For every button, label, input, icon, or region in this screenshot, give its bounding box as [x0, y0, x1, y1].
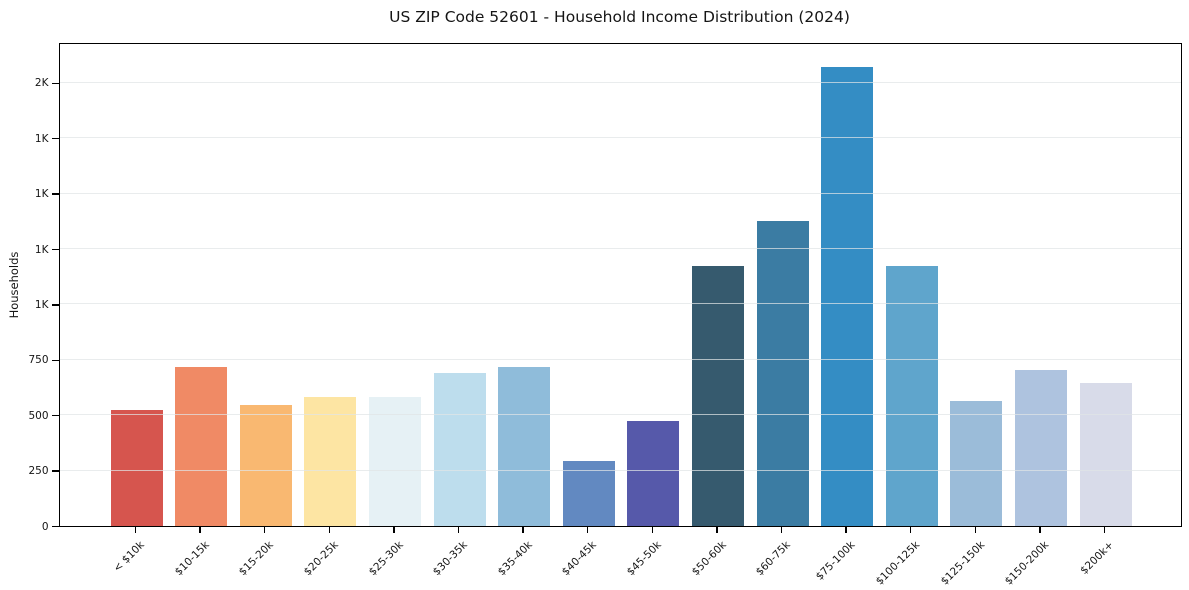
x-tick-mark: [780, 526, 783, 533]
gridlines-layer: [59, 44, 1181, 526]
y-tick-mark: [52, 359, 59, 361]
x-tick-mark: [393, 526, 395, 533]
x-tick-mark: [264, 526, 266, 533]
gridline: [59, 469, 1181, 471]
y-tick-mark: [52, 138, 59, 140]
bar: [950, 400, 1003, 526]
x-tick-mark: [328, 526, 330, 533]
bar: [433, 373, 486, 526]
bars-layer: [60, 44, 1181, 526]
y-tick-label: 1K: [34, 298, 49, 311]
y-tick-mark: [52, 470, 59, 472]
y-tick-label: 0: [41, 520, 49, 533]
x-tick-label: $60-75k: [753, 538, 793, 578]
plot-area: [58, 43, 1182, 527]
y-tick-label: 1K: [34, 132, 49, 145]
x-tick-mark: [910, 526, 912, 533]
x-tick-label: < $10k: [111, 538, 147, 575]
y-tick-label: 1K: [34, 188, 49, 201]
bar: [756, 220, 809, 526]
x-tick-label: $20-25k: [301, 538, 341, 578]
bar: [239, 404, 292, 526]
y-tick-mark: [52, 193, 59, 195]
y-tick-mark: [52, 304, 59, 306]
x-tick-mark: [716, 526, 718, 533]
gridline: [59, 137, 1181, 139]
y-tick-mark: [52, 248, 59, 251]
y-tick-label: 750: [28, 354, 49, 367]
x-tick-mark: [651, 526, 653, 533]
y-tick-label: 250: [28, 465, 49, 478]
x-tick-label: $35-40k: [495, 538, 535, 578]
x-tick-mark: [1103, 526, 1106, 533]
chart-title: US ZIP Code 52601 - Household Income Dis…: [389, 8, 850, 26]
x-tick-label: $150-200k: [1002, 538, 1052, 588]
bar: [110, 409, 163, 526]
x-tick-mark: [522, 526, 524, 533]
bar: [821, 67, 874, 526]
x-tick-mark: [587, 526, 589, 533]
gridline: [59, 192, 1181, 194]
x-tick-label: $40-45k: [560, 538, 600, 578]
gridline: [59, 303, 1181, 305]
x-tick-mark: [457, 526, 460, 533]
x-tick-mark: [845, 526, 847, 533]
bar: [627, 421, 680, 526]
x-tick-label: $200k+: [1078, 538, 1116, 577]
bar: [691, 266, 744, 526]
bar: [304, 396, 357, 526]
y-tick-label: 2K: [34, 77, 49, 90]
x-tick-label: $75-100k: [813, 538, 858, 583]
bar: [175, 367, 228, 526]
gridline: [59, 414, 1181, 416]
bar: [498, 367, 551, 526]
bar: [562, 461, 615, 526]
x-tick-mark: [199, 526, 201, 533]
x-tick-label: $25-30k: [366, 538, 406, 578]
bar: [1079, 382, 1132, 526]
x-tick-label: $50-60k: [689, 538, 729, 578]
y-tick-mark: [52, 82, 59, 84]
y-tick-label: 1K: [34, 243, 49, 256]
x-tick-mark: [1039, 526, 1041, 533]
x-tick-label: $45-50k: [624, 538, 664, 578]
gridline: [59, 358, 1181, 360]
x-tick-label: $10-15k: [172, 538, 212, 578]
bar: [1014, 369, 1067, 526]
x-tick-label: $100-125k: [873, 538, 923, 588]
x-tick-mark: [974, 526, 976, 533]
y-tick-label: 500: [28, 409, 49, 422]
bar: [368, 397, 421, 526]
x-tick-label: $125-150k: [938, 538, 987, 588]
bar: [885, 265, 938, 526]
x-tick-label: $30-35k: [430, 538, 470, 578]
y-tick-mark: [52, 525, 59, 528]
y-tick-mark: [52, 415, 59, 417]
gridline: [59, 248, 1181, 250]
x-tick-mark: [134, 526, 137, 533]
x-tick-label: $15-20k: [237, 538, 277, 578]
gridline: [59, 81, 1181, 83]
